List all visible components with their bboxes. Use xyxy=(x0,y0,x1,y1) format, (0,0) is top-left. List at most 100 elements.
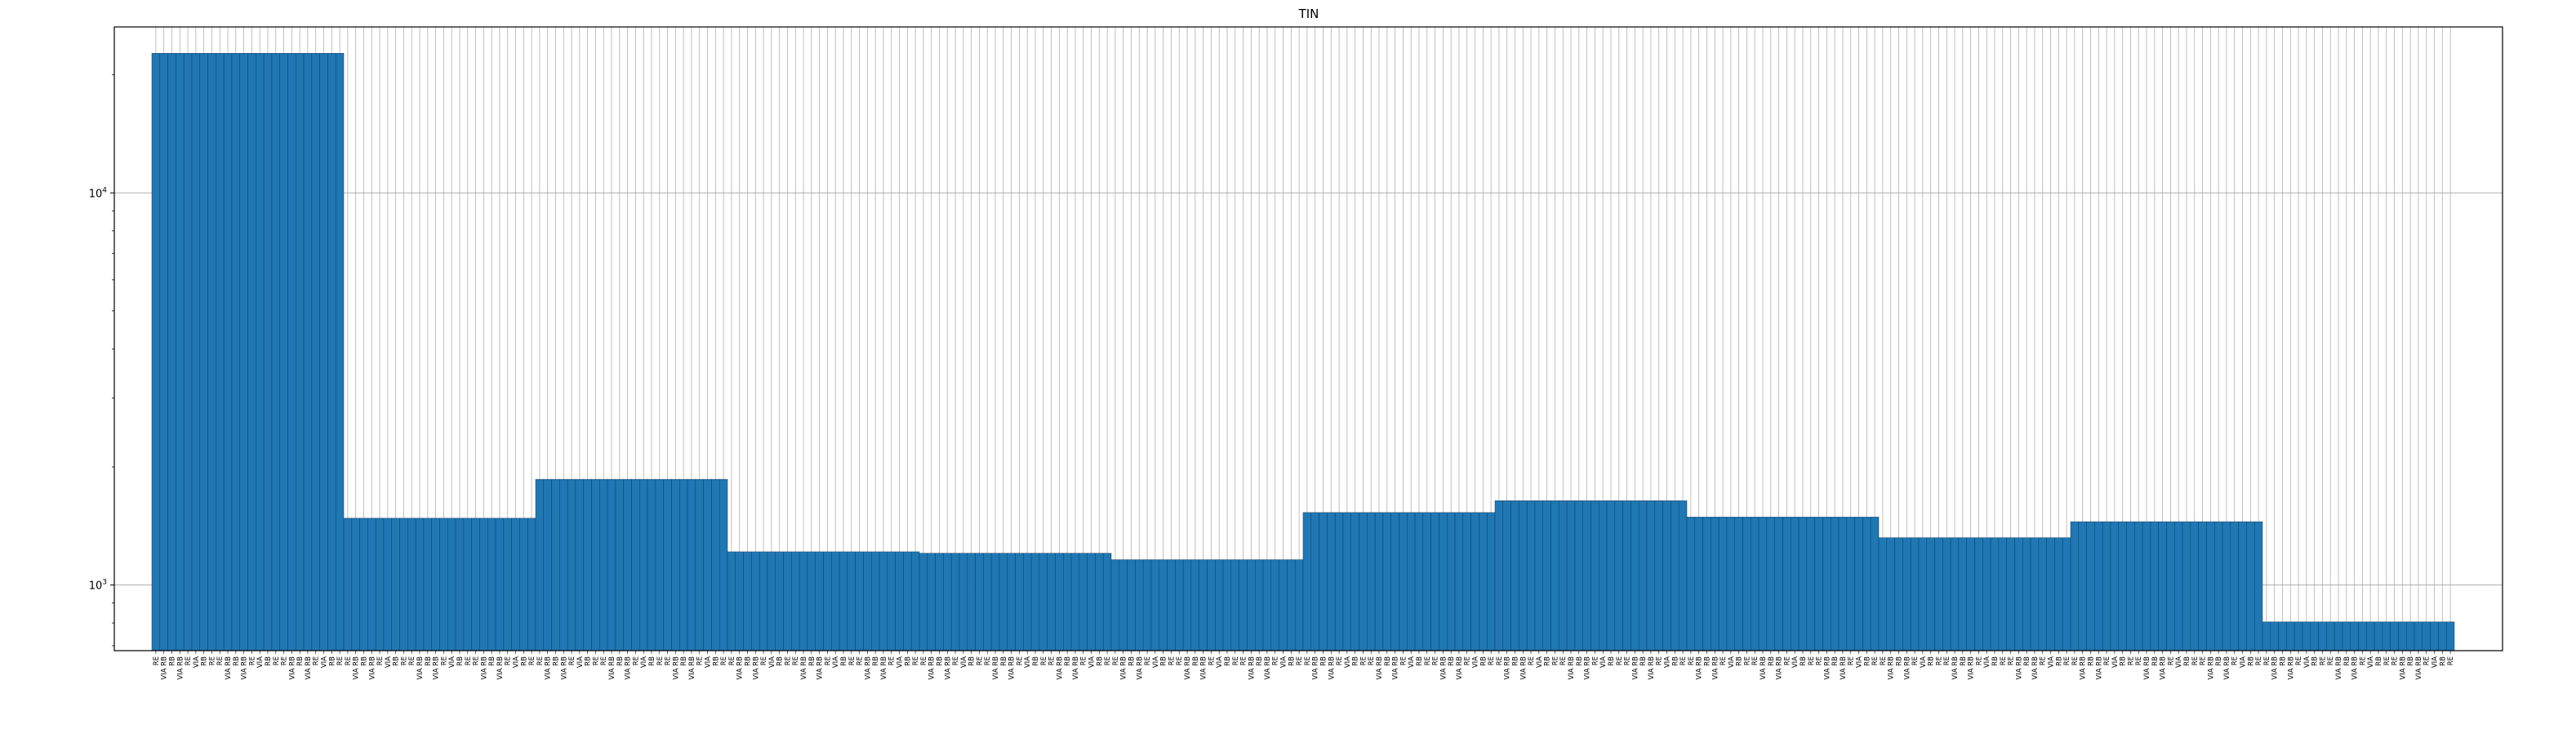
bar xyxy=(727,551,736,651)
x-tick-label: RB xyxy=(648,656,656,666)
x-tick-label: RE xyxy=(1743,656,1751,665)
x-tick-label: RE xyxy=(1975,656,1983,665)
x-tick-label: VIA RB xyxy=(800,656,808,680)
bar xyxy=(1070,553,1080,651)
bar xyxy=(1631,500,1639,651)
x-tick-label: RB xyxy=(712,656,720,666)
x-tick-label: VIA RB xyxy=(2160,656,2168,680)
x-tick-label: VIA RB xyxy=(161,656,169,680)
x-tick-label: RB xyxy=(1192,656,1200,666)
bar xyxy=(527,518,536,651)
x-tick-label: VIA xyxy=(193,656,201,668)
bar xyxy=(1550,500,1559,651)
x-tick-label: VIA RB xyxy=(176,656,185,680)
x-tick-label: RB xyxy=(328,656,336,666)
x-tick-label: RE xyxy=(1304,656,1312,665)
bar xyxy=(2350,621,2359,651)
x-tick-label: RB xyxy=(872,656,880,666)
bar xyxy=(1838,517,1848,651)
x-tick-label: RE xyxy=(1688,656,1696,665)
x-tick-label: RB xyxy=(2439,656,2447,666)
x-tick-label: VIA xyxy=(1472,656,1480,668)
x-tick-label: RE xyxy=(2231,656,2240,665)
x-tick-label: RB xyxy=(1960,656,1968,666)
bar xyxy=(1119,559,1128,651)
bar xyxy=(1230,559,1239,651)
bar xyxy=(647,478,656,651)
bar xyxy=(391,518,400,651)
x-tick-label: VIA xyxy=(832,656,840,668)
x-tick-label: RE xyxy=(2263,656,2271,665)
bar xyxy=(1854,517,1863,651)
bar xyxy=(1678,500,1688,651)
x-tick-label: VIA xyxy=(1536,656,1544,668)
bar xyxy=(2238,521,2247,651)
bar xyxy=(2214,521,2223,651)
x-tick-label: RE xyxy=(984,656,992,665)
x-tick-label: RB xyxy=(265,656,273,666)
x-tick-label: RB xyxy=(1768,656,1776,666)
bar xyxy=(1814,517,1823,651)
bar xyxy=(2190,521,2199,651)
bar xyxy=(1039,553,1048,651)
bar xyxy=(1806,517,1815,651)
bar xyxy=(910,551,920,651)
x-tick-label: RE xyxy=(1935,656,1943,665)
x-tick-label: VIA RB xyxy=(1376,656,1384,680)
bar xyxy=(895,551,904,651)
x-tick-label: RE xyxy=(1559,656,1568,665)
bar xyxy=(1958,537,1967,651)
bar xyxy=(2022,537,2031,651)
x-tick-label: RE xyxy=(592,656,600,665)
x-tick-label: RB xyxy=(1639,656,1648,666)
x-tick-label: VIA RB xyxy=(1903,656,1911,680)
bar xyxy=(463,518,472,651)
x-tick-label: VIA RB xyxy=(496,656,505,680)
x-tick-label: VIA xyxy=(2431,656,2440,668)
bar xyxy=(607,478,616,651)
bar xyxy=(1574,500,1583,651)
bar xyxy=(2286,621,2295,651)
y-tick-label: 104 xyxy=(89,186,108,200)
x-tick-label: RE xyxy=(1144,656,1152,665)
bar xyxy=(943,553,952,651)
bar xyxy=(2126,521,2135,651)
bar xyxy=(903,551,912,651)
bar xyxy=(2174,521,2183,651)
x-tick-label: RB xyxy=(1608,656,1616,666)
x-tick-label: RB xyxy=(1160,656,1168,666)
bar xyxy=(1470,512,1479,651)
bar xyxy=(2046,537,2055,651)
bar xyxy=(1910,537,1920,651)
x-tick-label: VIA RB xyxy=(1519,656,1528,680)
bar xyxy=(1726,517,1735,651)
bar xyxy=(1654,500,1663,651)
x-tick-label: VIA RB xyxy=(2271,656,2280,680)
bar xyxy=(296,53,305,651)
bar xyxy=(1614,500,1623,651)
bar xyxy=(503,518,512,651)
x-tick-label: VIA RB xyxy=(2143,656,2151,680)
bar xyxy=(703,478,712,651)
bar xyxy=(2438,621,2447,651)
bar xyxy=(2118,521,2127,651)
bar xyxy=(2302,621,2311,651)
bar xyxy=(1150,559,1160,651)
x-tick-label: RE xyxy=(824,656,832,665)
x-tick-label: VIA RB xyxy=(1760,656,1768,680)
x-tick-label: RE xyxy=(1176,656,1184,665)
bar xyxy=(559,478,568,651)
x-tick-label: VIA RB xyxy=(433,656,441,680)
bar xyxy=(2390,621,2399,651)
bar xyxy=(1447,512,1456,651)
bar xyxy=(631,478,640,651)
bar xyxy=(2293,621,2303,651)
x-tick-label: RE xyxy=(696,656,705,665)
bar xyxy=(719,478,728,651)
x-tick-label: VIA RB xyxy=(2335,656,2343,680)
bar xyxy=(1207,559,1216,651)
x-tick-label: RB xyxy=(968,656,977,666)
bar xyxy=(1270,559,1279,651)
x-tick-label: RE xyxy=(208,656,216,665)
bar xyxy=(990,553,1000,651)
